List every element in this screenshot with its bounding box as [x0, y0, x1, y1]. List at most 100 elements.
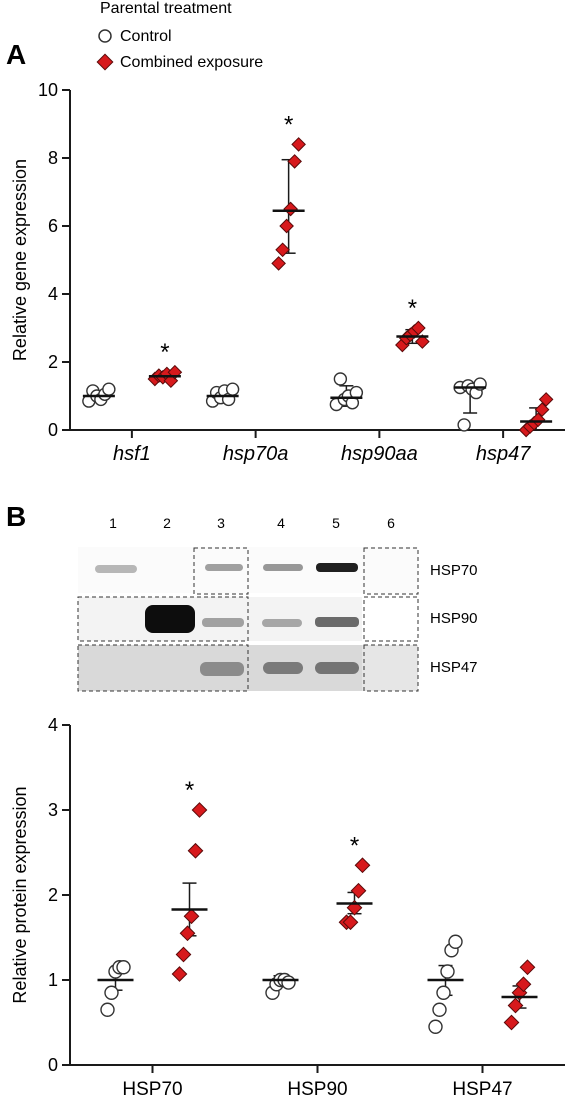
treated-point — [171, 966, 188, 982]
x-tick-label: HSP90 — [287, 1079, 347, 1100]
y-tick-label: 0 — [48, 1055, 58, 1075]
treated-point — [503, 1014, 520, 1031]
treated-point — [354, 857, 371, 874]
control-point — [436, 985, 451, 1000]
control-point — [428, 1019, 443, 1034]
band-hsp90-lane4 — [262, 619, 302, 627]
control-point — [100, 1002, 115, 1017]
control-point — [102, 382, 116, 396]
significance-marker: * — [284, 111, 293, 138]
control-point — [104, 985, 119, 1000]
treated-point — [507, 997, 524, 1014]
blot-lane-label: 4 — [277, 515, 285, 531]
blot-row-hsp47-bg-right — [362, 645, 418, 691]
x-tick-label: hsf1 — [113, 443, 151, 465]
panel-a-label: A — [6, 39, 26, 70]
treated-point — [187, 842, 204, 859]
treated-point — [538, 392, 554, 407]
blot-dashed-box — [363, 596, 419, 642]
y-tick-label: 2 — [48, 885, 58, 905]
y-tick-label: 1 — [48, 970, 58, 990]
x-tick-label: hsp90aa — [341, 443, 418, 465]
band-hsp70-lane3 — [205, 564, 243, 571]
band-hsp90-lane3 — [202, 618, 244, 627]
band-hsp70-lane4 — [263, 564, 303, 571]
y-tick-label: 4 — [48, 284, 58, 304]
blot-lane-label: 5 — [332, 515, 340, 531]
legend-control-label: Control — [120, 28, 172, 45]
treated-point — [183, 908, 200, 925]
control-point — [225, 382, 240, 396]
treated-point — [283, 201, 298, 217]
treated-point — [287, 154, 302, 169]
blot-dashed-box — [77, 644, 249, 692]
control-point — [457, 418, 471, 432]
control-point — [432, 1002, 447, 1017]
treated-point — [350, 882, 367, 899]
treated-point — [534, 402, 550, 417]
blot-lane-label: 1 — [109, 515, 117, 531]
panel-b-label: B — [6, 501, 26, 532]
treated-point — [191, 802, 208, 818]
blot-lane-label: 2 — [163, 515, 171, 531]
y-tick-label: 4 — [48, 715, 58, 735]
significance-marker: * — [160, 339, 169, 366]
legend-control-marker — [98, 29, 112, 43]
blot-row-label: HSP90 — [430, 610, 478, 627]
band-hsp90-lane5 — [315, 617, 359, 627]
treated-point — [415, 334, 430, 349]
treated-point — [179, 925, 196, 942]
band-hsp47-lane3 — [200, 662, 244, 676]
treated-point — [175, 946, 192, 963]
y-tick-label: 8 — [48, 148, 58, 168]
control-point — [440, 964, 455, 979]
blot-dashed-box — [77, 596, 249, 642]
y-tick-label: 10 — [38, 80, 58, 100]
treated-point — [411, 320, 426, 336]
treated-point — [530, 412, 546, 428]
treated-point — [271, 256, 286, 271]
significance-marker: * — [185, 777, 194, 804]
legend-title: Parental treatment — [100, 0, 232, 17]
blot-dashed-box — [193, 547, 249, 595]
blot-lane-label: 6 — [387, 515, 395, 531]
treated-point — [519, 959, 536, 976]
x-tick-label: HSP70 — [122, 1079, 182, 1100]
control-point — [333, 372, 348, 386]
y-tick-label: 3 — [48, 800, 58, 820]
blot-lane-label: 3 — [217, 515, 225, 531]
significance-marker: * — [408, 295, 417, 322]
significance-marker: * — [350, 832, 359, 859]
panel-a-ylabel: Relative gene expression — [10, 159, 30, 361]
band-hsp47-lane4 — [263, 662, 303, 674]
legend-treated-label: Combined exposure — [120, 54, 263, 71]
x-tick-label: hsp70a — [223, 443, 289, 465]
treated-point — [515, 976, 532, 993]
treated-point — [279, 218, 294, 234]
treated-point — [275, 242, 290, 258]
treated-point — [342, 914, 359, 931]
control-point — [448, 934, 463, 949]
band-hsp70-lane1 — [95, 565, 137, 573]
gene-expression-chart: Relative gene expression 0 2 4 6 8 10 hsf1 hsp7… — [10, 80, 565, 465]
control-point — [281, 975, 296, 990]
blot-dashed-box — [363, 644, 419, 692]
control-point — [116, 960, 131, 975]
western-blot: 1 2 3 4 5 6 HSP70 HSP90 HSP47 — [77, 515, 478, 692]
blot-row-label: HSP70 — [430, 562, 478, 579]
band-hsp70-lane5 — [316, 563, 358, 572]
x-tick-label: HSP47 — [452, 1079, 512, 1100]
y-tick-label: 0 — [48, 420, 58, 440]
x-tick-label: hsp47 — [476, 443, 531, 465]
band-hsp47-lane5 — [315, 662, 359, 674]
y-tick-label: 6 — [48, 216, 58, 236]
panel-b-ylabel: Relative protein expression — [10, 786, 30, 1003]
legend-treated-marker — [96, 53, 114, 71]
y-tick-label: 2 — [48, 352, 58, 372]
treated-point — [291, 137, 306, 152]
legend: Parental treatment Control Combined expo… — [96, 0, 263, 71]
blot-row-label: HSP47 — [430, 659, 478, 676]
blot-dashed-box — [363, 547, 419, 595]
band-hsp90-lane2 — [145, 605, 195, 633]
